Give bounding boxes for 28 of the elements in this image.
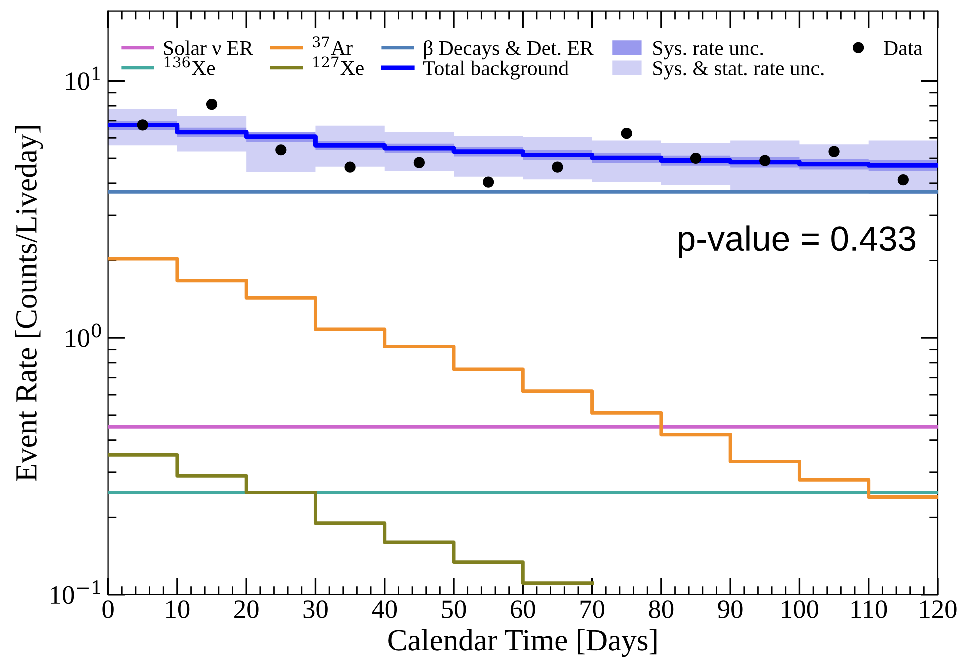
x-tick-label: 100: [782, 600, 818, 618]
x-tick-label: 110: [852, 600, 888, 618]
legend-label: Sys. & stat. rate unc.: [654, 61, 824, 80]
legend-label: $^{127}$Xe: [314, 56, 364, 76]
annotation: p-value = 0.433: [679, 226, 916, 258]
x-tick-label: 50: [442, 600, 466, 618]
legend-label: Solar ν ER: [164, 40, 254, 56]
x-tick-label: 10: [166, 600, 190, 618]
x-tick-label: 20: [234, 600, 259, 618]
legend-label: Total background: [423, 60, 569, 80]
x-tick-label: 60: [511, 600, 536, 618]
x-tick-label: 90: [718, 600, 743, 618]
x-tick-label: 70: [580, 600, 604, 618]
legend-label: Data: [884, 42, 923, 56]
y-tick-label: 10$^{−1}$: [51, 580, 100, 604]
legend-label: $^{37}$Ar: [313, 36, 353, 56]
y-axis-title: Event Rate [Counts/Liveday]: [15, 126, 44, 482]
legend-label: $^{136}$Xe: [164, 56, 216, 76]
x-tick-label: 40: [372, 600, 398, 618]
y-tick-label: 10$^{0}$: [66, 324, 102, 348]
x-tick-label: 30: [304, 600, 328, 618]
x-tick-label: 120: [920, 600, 957, 618]
y-tick-label: 10$^{1}$: [66, 66, 100, 90]
x-tick-label: 80: [649, 600, 674, 618]
x-tick-label: 0: [102, 600, 114, 618]
x-axis-title: Calendar Time [Days]: [388, 629, 657, 658]
legend-label: Sys. rate unc.: [654, 41, 764, 60]
legend-label: β Decays & Det. ER: [424, 40, 594, 60]
